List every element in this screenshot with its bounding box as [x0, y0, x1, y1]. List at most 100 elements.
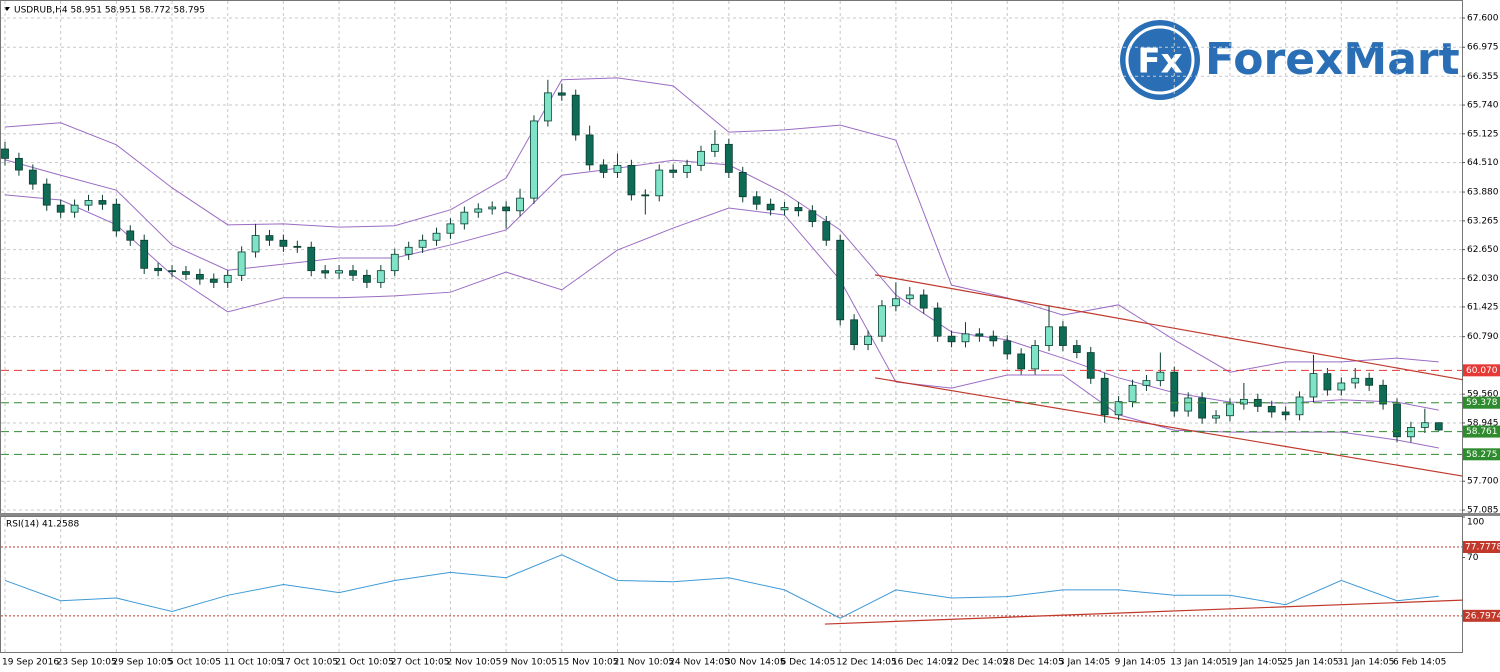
- candle-body: [1239, 398, 1248, 405]
- x-tick-label: 21 Oct 10:05: [335, 658, 394, 668]
- candle-body: [919, 294, 928, 309]
- candle-body: [1114, 401, 1123, 416]
- candle-body: [1420, 422, 1429, 428]
- candle-body: [1337, 382, 1346, 391]
- x-tick-label: 9 Nov 10:05: [502, 658, 557, 668]
- candle-body: [15, 157, 23, 171]
- y-tick-label: 63.265: [1467, 216, 1499, 226]
- candle-body: [738, 172, 747, 198]
- candle-body: [460, 211, 469, 225]
- bollinger-band: [4, 194, 1439, 449]
- candle-body: [1072, 345, 1081, 353]
- candle-body: [223, 274, 232, 283]
- y-tick-label: 62.030: [1467, 274, 1499, 284]
- x-tick-label: 31 Jan 14:05: [1337, 658, 1394, 668]
- x-tick-label: 13 Jan 14:05: [1170, 658, 1227, 668]
- candle-body: [502, 206, 511, 212]
- candle-body: [752, 196, 761, 205]
- candle-body: [265, 235, 274, 241]
- candle-body: [1434, 422, 1443, 431]
- candle-body: [724, 143, 733, 173]
- logo-icon: Fx: [1137, 42, 1182, 82]
- candle-body: [1295, 396, 1304, 416]
- candle-body: [56, 204, 65, 213]
- x-tick-label: 28 Dec 14:05: [1003, 658, 1064, 668]
- candle-body: [530, 120, 538, 199]
- candle-body: [404, 246, 413, 255]
- candle-body: [766, 203, 775, 211]
- candle-body: [418, 239, 427, 248]
- level-label: 59.378: [1466, 398, 1498, 408]
- candle-body: [933, 307, 942, 337]
- candle-body: [989, 335, 998, 342]
- candle-body: [683, 164, 691, 173]
- x-tick-label: 12 Dec 14:05: [836, 658, 897, 668]
- x-tick-label: 27 Oct 10:05: [391, 658, 450, 668]
- logo-ring: [1125, 25, 1195, 95]
- candle-body: [557, 92, 566, 96]
- x-tick-label: 23 Sep 10:05: [57, 658, 117, 668]
- candle-body: [251, 235, 260, 253]
- trend-line: [824, 599, 1463, 625]
- candle-body: [864, 335, 872, 345]
- candle-body: [1393, 403, 1401, 438]
- logo: Fx ForexMart: [1120, 20, 1460, 100]
- y-tick-label: 64.510: [1467, 158, 1499, 168]
- candle-body: [1281, 411, 1290, 416]
- x-tick-label: 9 Jan 14:05: [1115, 658, 1166, 668]
- candle-body: [1212, 415, 1220, 419]
- candle-body: [850, 319, 859, 345]
- candle-body: [1365, 377, 1374, 386]
- candle-body: [1407, 427, 1415, 438]
- candle-body: [279, 239, 288, 247]
- candle-body: [836, 239, 845, 321]
- y-tick-label: 65.740: [1467, 101, 1499, 111]
- level-label: 77.7778: [1465, 543, 1500, 553]
- candle-body: [613, 164, 622, 173]
- candle-body: [112, 203, 121, 232]
- candle-body: [335, 270, 343, 274]
- y-tick-label: 100: [1467, 518, 1484, 528]
- candle-body: [794, 207, 803, 212]
- candle-body: [474, 208, 483, 213]
- x-tick-label: 3 Jan 14:05: [1059, 658, 1110, 668]
- candle-body: [947, 335, 956, 343]
- y-tick-label: 66.975: [1467, 43, 1499, 53]
- candle-body: [1351, 377, 1360, 384]
- candle-body: [516, 197, 524, 212]
- candle-body: [669, 169, 678, 173]
- candle-body: [446, 223, 455, 234]
- y-tick-label: 66.355: [1467, 72, 1499, 82]
- candle-body: [1267, 405, 1276, 413]
- candle-body: [891, 298, 900, 307]
- candle-body: [1031, 345, 1039, 370]
- candle-body: [293, 245, 302, 248]
- x-tick-label: 22 Dec 14:05: [948, 658, 1009, 668]
- candle-body: [878, 305, 886, 337]
- candle-body: [1323, 373, 1332, 391]
- y-tick-label: 65.125: [1467, 129, 1499, 139]
- candle-body: [1226, 403, 1234, 417]
- x-tick-label: 6 Feb 14:05: [1393, 658, 1446, 668]
- candle-body: [390, 253, 399, 272]
- x-tick-label: 5 Oct 10:05: [168, 658, 221, 668]
- logo-text: ForexMart: [1205, 34, 1460, 85]
- level-label-box: [1463, 448, 1500, 461]
- candle-body: [975, 333, 984, 337]
- level-label-box: [1463, 364, 1500, 377]
- candle-body: [627, 164, 636, 196]
- candle-body: [655, 169, 664, 197]
- x-tick-label: 6 Dec 14:05: [781, 658, 836, 668]
- candle-body: [585, 134, 594, 166]
- level-label: 26.7974: [1465, 611, 1500, 621]
- candle-body: [1170, 371, 1179, 412]
- bollinger-band: [4, 159, 1439, 411]
- candle-body: [168, 270, 176, 273]
- candle-body: [1142, 380, 1151, 386]
- candle-body: [376, 270, 385, 283]
- candle-body: [1059, 326, 1067, 346]
- y-tick-label: 60.790: [1467, 332, 1499, 342]
- candle-body: [42, 183, 51, 206]
- candle-body: [195, 274, 204, 280]
